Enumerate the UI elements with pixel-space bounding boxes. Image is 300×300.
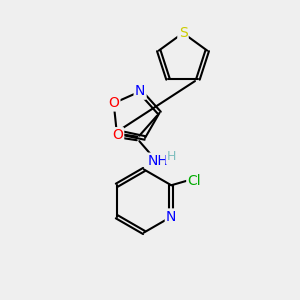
Text: O: O	[112, 128, 123, 142]
Text: S: S	[178, 26, 188, 40]
Text: N: N	[166, 210, 176, 224]
Text: O: O	[108, 96, 119, 110]
Text: Cl: Cl	[188, 174, 201, 188]
Text: NH: NH	[148, 154, 168, 168]
Text: N: N	[135, 84, 145, 98]
Text: H: H	[167, 150, 176, 163]
